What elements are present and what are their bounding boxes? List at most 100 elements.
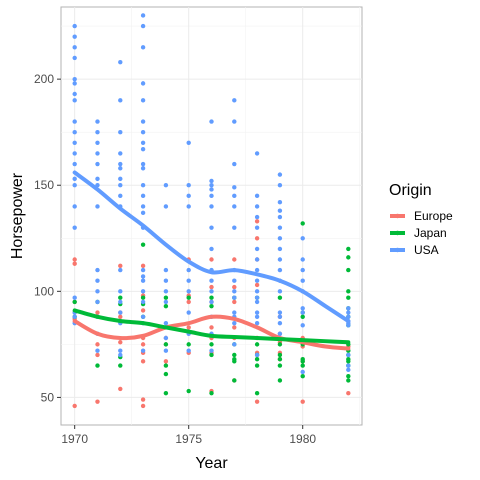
- point-usa: [300, 278, 305, 283]
- point-usa: [254, 320, 260, 326]
- trend-line-usa: [72, 170, 351, 324]
- point-europe: [140, 397, 146, 402]
- point-usa: [140, 204, 146, 209]
- point-usa: [140, 146, 146, 152]
- point-usa: [254, 295, 260, 300]
- point-usa: [254, 310, 260, 315]
- point-usa: [163, 299, 169, 305]
- point-europe: [72, 403, 77, 409]
- point-usa: [209, 204, 214, 209]
- point-usa: [118, 59, 123, 65]
- point-usa: [277, 331, 283, 336]
- x-axis-ticks: 1970 1975 1980: [61, 425, 316, 446]
- legend-entries: Europe Japan USA: [389, 208, 453, 259]
- point-usa: [72, 176, 77, 182]
- point-japan: [277, 352, 283, 358]
- point-usa: [72, 140, 77, 145]
- y-tick-label: 200: [34, 72, 54, 86]
- point-europe: [346, 390, 351, 396]
- point-usa: [72, 151, 77, 156]
- point-usa: [186, 193, 191, 199]
- legend-title: Origin: [389, 182, 432, 199]
- point-europe: [232, 284, 237, 290]
- point-japan: [72, 299, 77, 305]
- point-usa: [346, 306, 351, 311]
- point-usa: [163, 348, 169, 353]
- point-usa: [140, 193, 146, 199]
- point-japan: [277, 342, 283, 347]
- point-europe: [232, 299, 237, 305]
- point-usa: [346, 352, 351, 358]
- trend-line-europe: [72, 314, 351, 351]
- point-europe: [140, 308, 146, 313]
- point-usa: [254, 352, 260, 358]
- point-usa: [95, 151, 100, 156]
- point-europe: [95, 342, 100, 347]
- point-japan: [209, 390, 214, 396]
- point-usa: [232, 278, 237, 283]
- point-usa: [140, 289, 146, 294]
- point-usa: [209, 348, 214, 353]
- point-japan: [118, 295, 123, 300]
- point-usa: [209, 119, 214, 124]
- point-japan: [209, 303, 214, 309]
- point-usa: [300, 236, 305, 241]
- point-japan: [254, 357, 260, 362]
- point-europe: [186, 325, 191, 330]
- point-usa: [163, 335, 169, 341]
- point-japan: [186, 295, 191, 300]
- point-usa: [140, 278, 146, 283]
- point-usa: [232, 342, 237, 347]
- point-japan: [232, 352, 237, 358]
- point-japan: [163, 363, 169, 368]
- y-tick-label: 50: [41, 390, 55, 404]
- point-japan: [300, 357, 305, 362]
- point-usa: [118, 161, 123, 167]
- point-usa: [254, 289, 260, 294]
- x-tick-label: 1980: [289, 432, 316, 446]
- legend-point-japan: [395, 230, 400, 236]
- point-japan: [118, 363, 123, 368]
- y-axis-ticks: 50 100 150 200: [34, 72, 61, 404]
- point-usa: [254, 246, 260, 252]
- point-usa: [163, 289, 169, 294]
- point-usa: [118, 98, 123, 103]
- point-usa: [140, 210, 146, 216]
- point-usa: [209, 225, 214, 230]
- point-japan: [140, 242, 146, 247]
- point-usa: [163, 204, 169, 209]
- point-usa: [277, 236, 283, 241]
- point-usa: [163, 183, 169, 188]
- point-usa: [346, 314, 351, 319]
- point-usa: [277, 183, 283, 188]
- point-europe: [254, 236, 260, 241]
- point-japan: [209, 352, 214, 358]
- point-usa: [186, 267, 191, 273]
- point-usa: [72, 119, 77, 124]
- point-europe: [232, 257, 237, 262]
- point-usa: [118, 310, 123, 315]
- point-usa: [277, 172, 283, 177]
- point-usa: [254, 257, 260, 262]
- point-usa: [163, 267, 169, 273]
- point-europe: [95, 399, 100, 404]
- point-europe: [163, 359, 169, 364]
- point-usa: [140, 129, 146, 135]
- point-usa: [118, 183, 123, 188]
- point-usa: [254, 193, 260, 199]
- plot-panel: [60, 6, 363, 426]
- point-usa: [163, 278, 169, 283]
- point-usa: [140, 23, 146, 29]
- point-japan: [300, 373, 305, 379]
- point-usa: [300, 257, 305, 262]
- legend: Origin Europe Japan USA: [389, 182, 453, 259]
- point-usa: [72, 98, 77, 103]
- point-usa: [300, 267, 305, 273]
- point-usa: [232, 225, 237, 230]
- point-japan: [163, 390, 169, 396]
- point-usa: [118, 299, 123, 305]
- point-usa: [95, 289, 100, 294]
- point-europe: [140, 359, 146, 364]
- point-europe: [300, 399, 305, 404]
